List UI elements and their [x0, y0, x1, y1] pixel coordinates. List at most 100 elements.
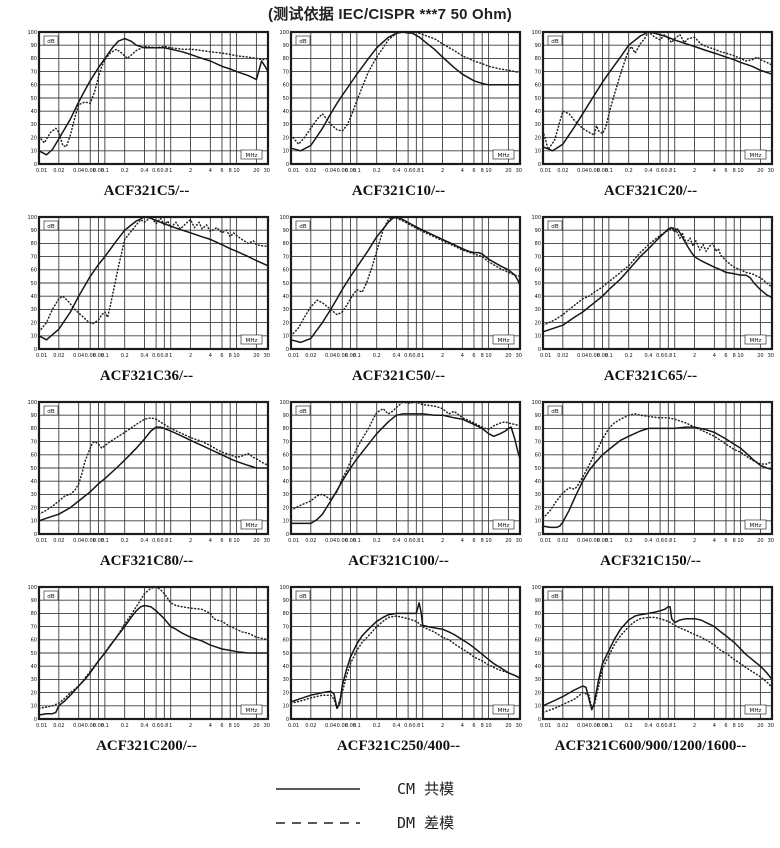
svg-text:30: 30	[768, 168, 774, 174]
svg-text:10: 10	[535, 519, 541, 525]
grid-lines	[542, 586, 773, 720]
svg-text:0.06: 0.06	[589, 723, 600, 729]
svg-text:100: 100	[279, 400, 289, 406]
svg-text:8: 8	[733, 538, 736, 544]
grid-lines	[290, 216, 521, 350]
svg-text:8: 8	[229, 353, 232, 359]
svg-text:80: 80	[31, 426, 37, 432]
svg-text:0.06: 0.06	[337, 538, 348, 544]
svg-text:6: 6	[472, 723, 475, 729]
grid-lines	[542, 401, 773, 535]
svg-text:0.01: 0.01	[288, 353, 299, 359]
dm-curve	[38, 417, 269, 515]
svg-text:20: 20	[31, 135, 37, 141]
svg-text:20: 20	[31, 505, 37, 511]
svg-text:2: 2	[189, 353, 192, 359]
svg-text:0: 0	[34, 717, 37, 723]
svg-text:0.04: 0.04	[73, 353, 84, 359]
svg-text:10: 10	[31, 519, 37, 525]
svg-text:0.02: 0.02	[305, 538, 316, 544]
mhz-unit-box: MHz	[492, 334, 515, 345]
cm-curve	[290, 216, 521, 344]
svg-text:0.4: 0.4	[393, 353, 401, 359]
svg-text:20: 20	[757, 723, 763, 729]
svg-text:10: 10	[233, 168, 239, 174]
svg-text:2: 2	[441, 538, 444, 544]
svg-text:0.02: 0.02	[53, 353, 64, 359]
svg-text:1: 1	[421, 168, 424, 174]
svg-text:0.4: 0.4	[141, 723, 149, 729]
svg-text:0.8: 0.8	[664, 538, 672, 544]
svg-text:dB: dB	[47, 594, 55, 600]
svg-text:8: 8	[481, 538, 484, 544]
svg-text:0.8: 0.8	[412, 538, 420, 544]
svg-text:dB: dB	[299, 409, 307, 415]
svg-text:30: 30	[283, 492, 289, 498]
svg-text:100: 100	[531, 30, 541, 36]
svg-text:0.06: 0.06	[85, 538, 96, 544]
svg-text:0.06: 0.06	[589, 353, 600, 359]
svg-text:90: 90	[535, 413, 541, 419]
svg-text:MHz: MHz	[498, 338, 510, 344]
y-axis-ticks: 0 10 20 30 40 50 60 70 80 90 100	[531, 400, 541, 538]
svg-text:dB: dB	[299, 224, 307, 230]
svg-text:1: 1	[169, 538, 172, 544]
svg-text:4: 4	[713, 538, 716, 544]
svg-text:1: 1	[421, 538, 424, 544]
svg-text:50: 50	[283, 96, 289, 102]
svg-text:2: 2	[693, 538, 696, 544]
cm-curve	[38, 37, 269, 156]
svg-text:0.6: 0.6	[404, 538, 412, 544]
svg-text:0.2: 0.2	[373, 723, 381, 729]
svg-text:0.8: 0.8	[664, 723, 672, 729]
dm-curve	[38, 216, 269, 333]
svg-text:60: 60	[31, 453, 37, 459]
charts-grid: 0 10 20 30 40 50 60 70 80 90 100 0.01 0.02 0.04 0.06 0.…	[23, 29, 774, 769]
svg-text:0.4: 0.4	[645, 723, 653, 729]
svg-text:40: 40	[31, 294, 37, 300]
mhz-unit-box: MHz	[744, 149, 767, 160]
svg-text:10: 10	[485, 353, 491, 359]
svg-text:0.1: 0.1	[605, 353, 613, 359]
svg-text:0.6: 0.6	[152, 353, 160, 359]
y-axis-ticks: 0 10 20 30 40 50 60 70 80 90 100	[279, 215, 289, 353]
svg-text:0.04: 0.04	[73, 723, 84, 729]
db-unit-box: dB	[547, 220, 563, 231]
svg-text:100: 100	[531, 215, 541, 221]
svg-text:10: 10	[535, 334, 541, 340]
svg-text:0.1: 0.1	[353, 353, 361, 359]
y-axis-ticks: 0 10 20 30 40 50 60 70 80 90 100	[27, 215, 37, 353]
page-title: (测试依据 IEC/CISPR ***7 50 Ohm)	[268, 6, 512, 23]
svg-text:40: 40	[283, 664, 289, 670]
svg-text:100: 100	[27, 585, 37, 591]
svg-text:50: 50	[31, 466, 37, 472]
filter-chart-2: 0 10 20 30 40 50 60 70 80 90 100 0.01 0.02 0.04 0.06 0.…	[527, 29, 774, 214]
svg-text:2: 2	[693, 168, 696, 174]
dm-curve	[290, 401, 521, 511]
svg-text:0.4: 0.4	[645, 538, 653, 544]
svg-text:1: 1	[673, 723, 676, 729]
svg-text:6: 6	[724, 353, 727, 359]
dm-curve	[290, 31, 521, 145]
svg-text:0.01: 0.01	[288, 168, 299, 174]
filter-chart-10: 0 10 20 30 40 50 60 70 80 90 100 0.01 0.02 0.04 0.06 0.…	[275, 584, 522, 769]
svg-text:8: 8	[733, 353, 736, 359]
svg-text:0: 0	[286, 532, 289, 538]
svg-text:40: 40	[31, 664, 37, 670]
svg-text:80: 80	[535, 241, 541, 247]
svg-text:0.8: 0.8	[664, 168, 672, 174]
svg-text:40: 40	[535, 664, 541, 670]
legend-label-cm: CM 共模	[397, 780, 455, 798]
svg-text:90: 90	[31, 598, 37, 604]
svg-text:1: 1	[169, 168, 172, 174]
svg-text:80: 80	[535, 611, 541, 617]
svg-text:90: 90	[283, 598, 289, 604]
svg-text:2: 2	[441, 723, 444, 729]
svg-text:6: 6	[220, 353, 223, 359]
svg-text:MHz: MHz	[750, 153, 762, 159]
svg-text:0.08: 0.08	[345, 723, 356, 729]
mhz-unit-box: MHz	[744, 334, 767, 345]
svg-text:40: 40	[283, 479, 289, 485]
svg-text:0.6: 0.6	[656, 538, 664, 544]
